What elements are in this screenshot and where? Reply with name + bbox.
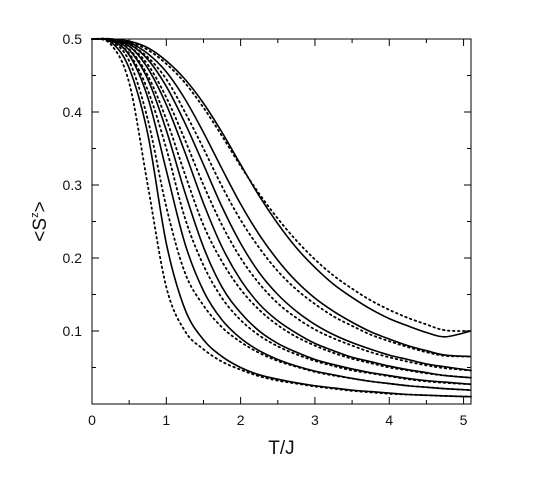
series-line-8-dotted <box>91 37 472 379</box>
x-axis-title: T/J <box>268 438 294 459</box>
series-line-2-dotted <box>91 38 472 398</box>
y-tick-label: 0.2 <box>63 250 83 266</box>
x-tick-label: 4 <box>385 412 393 428</box>
series-line-14-dotted <box>91 37 472 332</box>
x-tick-label: 3 <box>311 412 319 428</box>
y-axis-title: <Sz> <box>29 201 51 241</box>
y-axis-title-lt: < <box>30 231 51 242</box>
y-tick-label: 0.3 <box>63 177 83 193</box>
x-tick-label: 5 <box>460 412 468 428</box>
y-tick-label: 0.5 <box>63 31 83 47</box>
x-tick-label: 1 <box>162 412 170 428</box>
series-line-13-solid <box>91 38 472 338</box>
series-line-12-dotted <box>91 37 472 358</box>
y-axis-title-s: S <box>30 218 51 231</box>
series-line-11-solid <box>91 37 472 358</box>
x-tick-label: 2 <box>237 412 245 428</box>
series-line-6-dotted <box>91 38 472 386</box>
series-line-10-dotted <box>91 38 472 372</box>
y-tick-label: 0.1 <box>63 323 83 339</box>
y-tick-label: 0.4 <box>63 104 83 120</box>
series-line-5-solid <box>91 37 472 386</box>
series-layer <box>91 37 472 398</box>
tick-labels: 0 1 2 3 4 5 0.1 0.2 0.3 0.4 0.5 <box>63 31 468 428</box>
y-axis-title-gt: > <box>30 201 51 212</box>
series-line-9-solid <box>91 37 472 372</box>
series-line-4-dotted <box>91 37 472 392</box>
y-axis-title-sup: z <box>29 212 41 218</box>
x-tick-label: 0 <box>88 412 96 428</box>
series-line-7-solid <box>91 38 472 379</box>
